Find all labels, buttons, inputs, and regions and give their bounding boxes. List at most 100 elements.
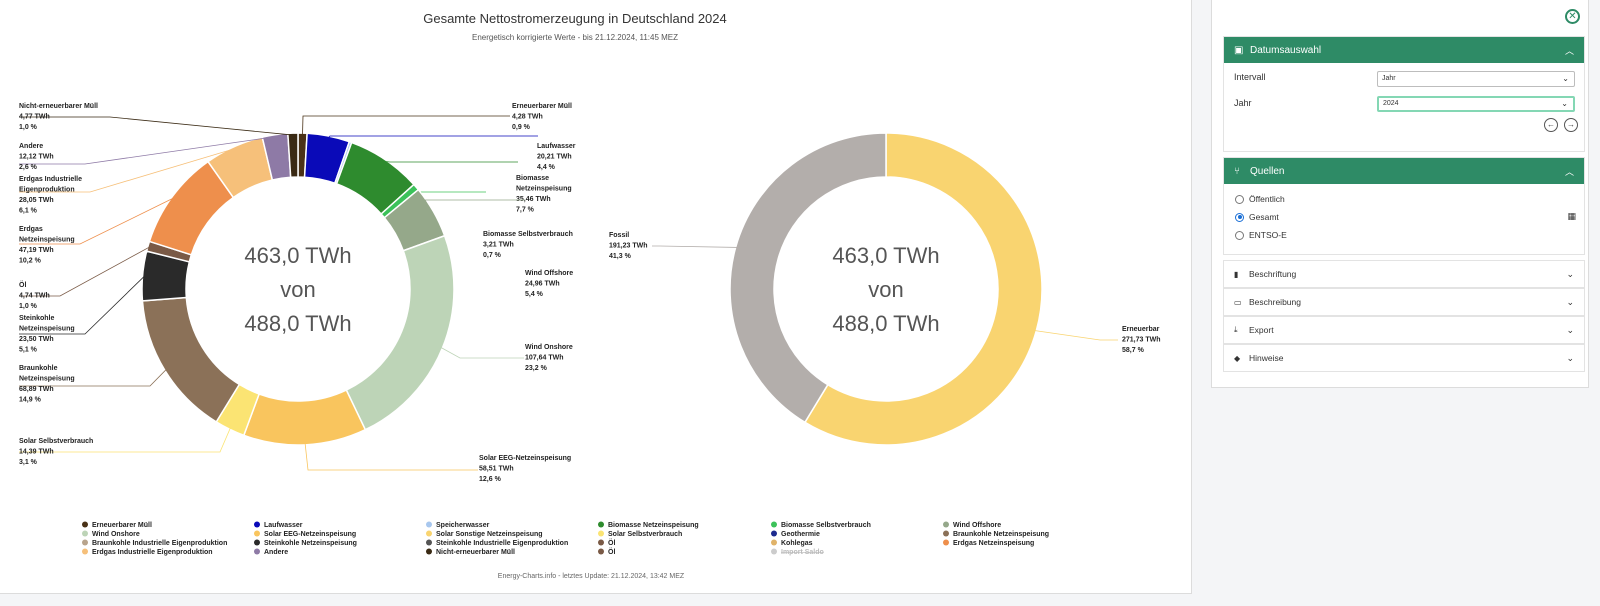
legend-marker-erneuerbarer-muell[interactable]: [82, 521, 88, 528]
left-pie-label-andere: Andere: [19, 143, 43, 150]
legend-marker-biomasse-netzeinspeisung[interactable]: [598, 521, 604, 528]
legend-marker-erdgas-industrielle-eigenproduktion[interactable]: [82, 548, 88, 555]
legend-marker-wind-onshore[interactable]: [82, 530, 88, 537]
legend-item-braunkohle-netzeinspeisung[interactable]: Braunkohle Netzeinspeisung: [953, 531, 1049, 538]
legend-item-andere[interactable]: Andere: [264, 549, 288, 556]
panel-beschriftung[interactable]: ▮ Beschriftung ⌄: [1223, 260, 1585, 288]
left-pie-connector-solar-eeg-netzeinspeisung: [304, 442, 478, 471]
panel-hinweise[interactable]: ◆ Hinweise ⌄: [1223, 344, 1585, 372]
left-pie-label-erdgas-netzeinspeisung: Netzeinspeisung: [19, 237, 75, 244]
source-option-entsoe[interactable]: ENTSO-E: [1235, 230, 1287, 240]
date-panel-header[interactable]: ▣ Datumsauswahl ︿: [1224, 37, 1584, 63]
legend-marker-solar-sonstige-netzeinspeisung[interactable]: [426, 530, 432, 537]
right-pie-connector-fossil: [652, 245, 738, 248]
left-pie-connector-nicht-erneuerbarer-muell: [19, 116, 294, 136]
left-pie-label-erdgas-netzeinspeisung: 10,2 %: [19, 258, 42, 265]
legend-item-oel[interactable]: Öl: [608, 538, 615, 547]
legend-item-solar-eeg-netzeinspeisung[interactable]: Solar EEG-Netzeinspeisung: [264, 531, 356, 538]
left-pie-connector-solar-selbstverbrauch: [19, 427, 231, 453]
legend-marker-nicht-erneuerbarer-muell[interactable]: [426, 548, 432, 555]
left-pie-connector-biomasse-selbstverbrauch: [414, 188, 486, 193]
legend-marker-oel[interactable]: [598, 548, 604, 555]
sources-panel: ⑂ Quellen ︿ Öffentlich Gesamt ▦ ENTSO-E: [1223, 157, 1585, 255]
left-pie-label-biomasse-netzeinspeisung: Biomasse: [516, 175, 549, 182]
chart-area: Gesamte Nettostromerzeugung in Deutschla…: [0, 0, 1192, 594]
legend-item-kohlegas[interactable]: Kohlegas: [781, 540, 813, 547]
legend-marker-steinkohle-netzeinspeisung[interactable]: [254, 539, 260, 546]
left-pie-slice-nicht-erneuerbarer-muell[interactable]: [287, 132, 299, 179]
legend-marker-laufwasser[interactable]: [254, 521, 260, 528]
left-pie-center-text: von: [280, 277, 315, 302]
previous-year-icon[interactable]: ←: [1544, 118, 1558, 132]
legend-item-solar-sonstige-netzeinspeisung[interactable]: Solar Sonstige Netzeinspeisung: [436, 531, 543, 538]
legend-item-nicht-erneuerbarer-muell[interactable]: Nicht-erneuerbarer Müll: [436, 549, 515, 556]
left-pie-label-steinkohle-netzeinspeisung: 5,1 %: [19, 347, 38, 354]
source-option-oeffentlich[interactable]: Öffentlich: [1235, 194, 1285, 204]
chart-svg: Gesamte Nettostromerzeugung in Deutschla…: [19, 11, 1161, 580]
right-pie-slice-fossil[interactable]: [729, 132, 887, 424]
left-pie-label-solar-eeg-netzeinspeisung: Solar EEG-Netzeinspeisung: [479, 455, 571, 462]
panel-export[interactable]: ⤓ Export ⌄: [1223, 316, 1585, 344]
right-pie: Erneuerbar 271,73 TWh 58,7 % Fossil 191,23 T…: [609, 132, 1161, 446]
legend-marker-steinkohle-industrielle-eigenproduktion[interactable]: [426, 539, 432, 546]
legend-marker-solar-eeg-netzeinspeisung[interactable]: [254, 530, 260, 537]
panel-beschreibung[interactable]: ▭ Beschreibung ⌄: [1223, 288, 1585, 316]
legend-marker-geothermie[interactable]: [771, 530, 777, 537]
legend-marker-import-saldo[interactable]: [771, 548, 777, 555]
right-pie-label-erneuerbar: 58,7 %: [1122, 347, 1145, 354]
left-pie-label-oel: 4,74 TWh: [19, 293, 50, 300]
left-pie-label-wind-offshore: Wind Offshore: [525, 270, 573, 277]
left-pie-connector-laufwasser: [327, 135, 538, 139]
legend-item-biomasse-selbstverbrauch[interactable]: Biomasse Selbstverbrauch: [781, 522, 871, 529]
left-pie-slice-solar-eeg-netzeinspeisung[interactable]: [242, 389, 367, 446]
legend-marker-oel[interactable]: [598, 539, 604, 546]
legend-item-steinkohle-netzeinspeisung[interactable]: Steinkohle Netzeinspeisung: [264, 540, 357, 547]
left-pie-label-solar-selbstverbrauch: Solar Selbstverbrauch: [19, 438, 93, 445]
legend-marker-wind-offshore[interactable]: [943, 521, 949, 528]
legend-marker-andere[interactable]: [254, 548, 260, 555]
legend-marker-speicherwasser[interactable]: [426, 521, 432, 528]
interval-select[interactable]: Jahr ⌄: [1377, 71, 1575, 87]
legend-item-biomasse-netzeinspeisung[interactable]: Biomasse Netzeinspeisung: [608, 522, 699, 529]
legend-item-solar-selbstverbrauch[interactable]: Solar Selbstverbrauch: [608, 531, 682, 538]
download-icon: ⤓: [1234, 325, 1238, 334]
legend-marker-solar-selbstverbrauch[interactable]: [598, 530, 604, 537]
left-pie-label-solar-selbstverbrauch: 3,1 %: [19, 459, 38, 466]
legend-item-erdgas-netzeinspeisung[interactable]: Erdgas Netzeinspeisung: [953, 540, 1034, 547]
left-pie-label-wind-onshore: 23,2 %: [525, 365, 548, 372]
legend-item-braunkohle-industrielle-eigenproduktion[interactable]: Braunkohle Industrielle Eigenproduktion: [92, 540, 227, 547]
close-sidebar-icon[interactable]: ✕: [1565, 9, 1580, 24]
legend-marker-kohlegas[interactable]: [771, 539, 777, 546]
left-pie-label-steinkohle-netzeinspeisung: Netzeinspeisung: [19, 326, 75, 333]
left-pie-slice-wind-onshore[interactable]: [345, 234, 455, 431]
interval-value: Jahr: [1382, 75, 1396, 82]
legend-item-wind-onshore[interactable]: Wind Onshore: [92, 531, 140, 538]
legend-item-erdgas-industrielle-eigenproduktion[interactable]: Erdgas Industrielle Eigenproduktion: [92, 549, 213, 556]
right-pie-slice-erneuerbar[interactable]: [803, 132, 1043, 446]
legend-item-speicherwasser[interactable]: Speicherwasser: [436, 522, 490, 529]
left-pie-slice-braunkohle-netzeinspeisung[interactable]: [141, 296, 241, 423]
legend-item-erneuerbarer-muell[interactable]: Erneuerbarer Müll: [92, 522, 152, 529]
chevron-down-icon: ⌄: [1566, 324, 1574, 335]
left-pie-label-erneuerbarer-muell: 4,28 TWh: [512, 114, 543, 121]
legend-marker-biomasse-selbstverbrauch[interactable]: [771, 521, 777, 528]
legend-marker-braunkohle-industrielle-eigenproduktion[interactable]: [82, 539, 88, 546]
left-pie-label-oel: Öl: [19, 280, 26, 289]
sources-panel-header[interactable]: ⑂ Quellen ︿: [1224, 158, 1584, 184]
left-pie-label-oel: 1,0 %: [19, 303, 38, 310]
legend-item-laufwasser[interactable]: Laufwasser: [264, 522, 303, 529]
year-select[interactable]: 2024 ⌄: [1377, 96, 1575, 112]
source-option-gesamt[interactable]: Gesamt: [1235, 212, 1279, 222]
legend-marker-erdgas-netzeinspeisung[interactable]: [943, 539, 949, 546]
next-year-icon[interactable]: →: [1564, 118, 1578, 132]
legend-item-wind-offshore[interactable]: Wind Offshore: [953, 522, 1001, 529]
legend-item-oel[interactable]: Öl: [608, 547, 615, 556]
legend-item-steinkohle-industrielle-eigenproduktion[interactable]: Steinkohle Industrielle Eigenproduktion: [436, 540, 568, 547]
legend-item-import-saldo[interactable]: Import Saldo: [781, 549, 824, 556]
legend-item-geothermie[interactable]: Geothermie: [781, 531, 820, 538]
calendar-icon[interactable]: ▦: [1567, 211, 1576, 221]
legend-marker-braunkohle-netzeinspeisung[interactable]: [943, 530, 949, 537]
panel-label: Export: [1249, 325, 1274, 335]
year-value: 2024: [1383, 100, 1399, 107]
left-pie-label-biomasse-netzeinspeisung: Netzeinspeisung: [516, 186, 572, 193]
